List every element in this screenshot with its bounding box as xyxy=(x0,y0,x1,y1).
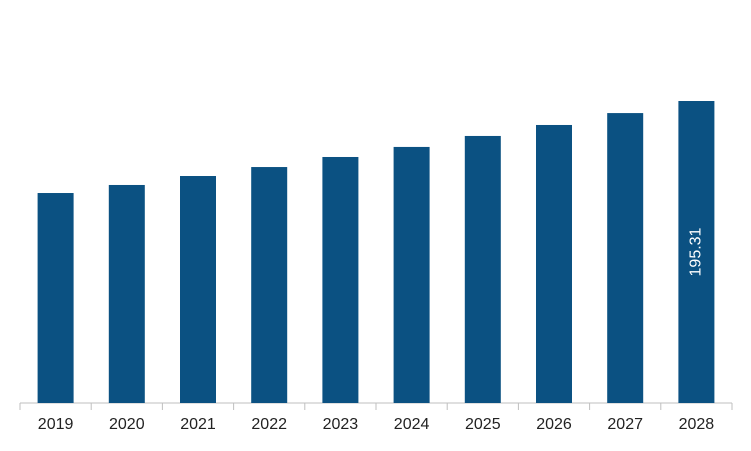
x-tick-label: 2025 xyxy=(465,416,501,433)
bar xyxy=(464,135,501,403)
data-label: 195.31 xyxy=(688,227,705,276)
bar xyxy=(322,156,359,403)
bar xyxy=(108,184,145,403)
x-tick-label: 2023 xyxy=(323,416,359,433)
bar xyxy=(251,167,288,403)
x-tick-label: 2028 xyxy=(679,416,715,433)
bar xyxy=(607,113,644,403)
x-tick-label: 2026 xyxy=(536,416,572,433)
bar xyxy=(180,176,216,403)
x-tick-label: 2021 xyxy=(180,416,216,433)
bar xyxy=(393,146,430,403)
x-tick-label: 2020 xyxy=(109,416,145,433)
x-tick-label: 2027 xyxy=(607,416,643,433)
x-tick-label: 2019 xyxy=(38,416,74,433)
x-tick-label: 2022 xyxy=(251,416,287,433)
bar xyxy=(678,101,715,403)
bar xyxy=(536,124,572,404)
bar xyxy=(37,193,74,403)
x-tick-label: 2024 xyxy=(394,416,430,433)
